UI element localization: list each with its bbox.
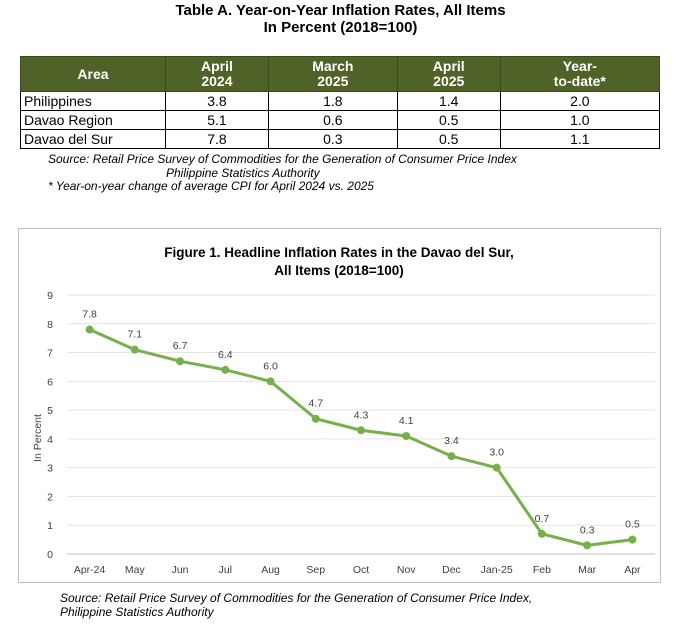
header-april-2024: April 2024 — [165, 56, 269, 92]
x-tick-label: Aug — [261, 564, 280, 576]
data-point — [402, 432, 411, 441]
inflation-table: Area April 2024 March 2025 April 2025 Year-… — [20, 56, 661, 149]
table-source-line1: Source: Retail Price Survey of Commoditi… — [48, 152, 517, 166]
cell-value: 1.1 — [499, 129, 661, 149]
x-tick-label: Oct — [353, 564, 369, 576]
cell-value: 7.8 — [165, 129, 269, 149]
table-source: Source: Retail Price Survey of Commoditi… — [48, 152, 517, 194]
figure-source-line2: Philippine Statistics Authority — [60, 605, 214, 619]
header-area: Area — [20, 56, 166, 92]
table-header-row: Area April 2024 March 2025 April 2025 Year-… — [20, 56, 661, 92]
table-footnote: * Year-on-year change of average CPI for… — [48, 179, 374, 193]
data-point — [311, 414, 320, 423]
data-label: 3.4 — [444, 435, 459, 447]
data-point — [130, 345, 139, 354]
figure-source: Source: Retail Price Survey of Commoditi… — [60, 591, 532, 619]
x-tick-label: Feb — [533, 564, 551, 576]
data-label: 0.7 — [535, 513, 550, 525]
header-year-to-date: Year-to-date* — [499, 56, 661, 92]
y-tick-label: 0 — [47, 549, 53, 561]
y-tick-label: 2 — [47, 491, 53, 503]
x-tick-label: Nov — [397, 564, 416, 576]
cell-value: 0.5 — [396, 110, 501, 130]
data-point — [447, 452, 456, 461]
figure-source-line1: Source: Retail Price Survey of Commoditi… — [60, 591, 533, 605]
x-tick-label: Mar — [578, 564, 597, 576]
x-tick-label: Sep — [306, 564, 325, 576]
x-tick-label: Jun — [172, 564, 189, 576]
header-april-2025: April 2025 — [396, 56, 501, 92]
row-area: Davao Region — [20, 110, 166, 130]
chart-title-line1: Figure 1. Headline Inflation Rates in th… — [164, 245, 514, 260]
cell-value: 1.4 — [396, 91, 501, 111]
cell-value: 5.1 — [165, 110, 269, 130]
data-point — [266, 377, 275, 386]
cell-value: 1.8 — [267, 91, 398, 111]
cell-value: 0.5 — [396, 129, 501, 149]
data-label: 0.5 — [625, 519, 640, 531]
cell-value: 3.8 — [165, 91, 269, 111]
inflation-line-chart: Figure 1. Headline Inflation Rates in th… — [32, 245, 655, 576]
table-row: Davao del Sur 7.8 0.3 0.5 1.1 — [20, 129, 661, 149]
data-label: 4.3 — [354, 409, 369, 421]
table-title: Table A. Year-on-Year Inflation Rates, A… — [0, 2, 681, 36]
data-point — [537, 529, 546, 538]
data-label: 7.1 — [128, 329, 143, 341]
header-march-2025: March 2025 — [267, 56, 398, 92]
data-point — [492, 463, 501, 472]
table-source-line2: Philippine Statistics Authority — [166, 165, 320, 180]
row-area: Philippines — [20, 91, 166, 111]
chart-title-line2: All Items (2018=100) — [274, 263, 403, 278]
x-tick-label: May — [125, 564, 146, 576]
series-line — [89, 328, 633, 547]
y-tick-label: 4 — [47, 434, 53, 446]
data-label: 4.1 — [399, 415, 414, 427]
table-row: Philippines 3.8 1.8 1.4 2.0 — [20, 91, 661, 111]
data-point — [628, 535, 637, 544]
cell-value: 2.0 — [499, 91, 661, 111]
data-label: 0.3 — [580, 524, 595, 536]
y-tick-label: 5 — [47, 405, 53, 417]
data-label: 3.0 — [489, 447, 504, 459]
y-axis-label: In Percent — [32, 414, 44, 462]
data-label: 7.8 — [82, 309, 97, 321]
chart-frame: Figure 1. Headline Inflation Rates in th… — [18, 228, 661, 583]
table-title-line2: In Percent (2018=100) — [263, 19, 418, 36]
x-tick-label: Apr-24 — [74, 564, 106, 576]
data-label: 6.4 — [218, 349, 233, 361]
data-label: 6.7 — [173, 340, 188, 352]
data-point — [357, 426, 365, 435]
cell-value: 0.6 — [267, 110, 398, 130]
data-point — [85, 325, 94, 334]
y-tick-label: 3 — [47, 463, 53, 475]
cell-value: 1.0 — [499, 110, 661, 130]
x-tick-label: Jan-25 — [481, 564, 513, 576]
data-point — [583, 541, 592, 550]
row-area: Davao del Sur — [20, 129, 166, 149]
x-tick-label: Apr — [624, 564, 641, 576]
y-tick-label: 6 — [47, 376, 53, 388]
y-tick-label: 7 — [47, 348, 53, 360]
y-tick-label: 8 — [47, 319, 53, 331]
table-row: Davao Region 5.1 0.6 0.5 1.0 — [20, 110, 661, 130]
x-tick-label: Dec — [442, 564, 461, 576]
data-label: 4.7 — [308, 398, 323, 410]
y-tick-label: 9 — [47, 290, 53, 302]
data-label: 6.0 — [263, 360, 278, 372]
data-point — [221, 365, 230, 374]
y-tick-label: 1 — [47, 520, 53, 532]
cell-value: 0.3 — [267, 129, 398, 149]
table-title-line1: Table A. Year-on-Year Inflation Rates, A… — [175, 2, 506, 19]
data-point — [176, 357, 185, 366]
x-tick-label: Jul — [219, 564, 232, 576]
